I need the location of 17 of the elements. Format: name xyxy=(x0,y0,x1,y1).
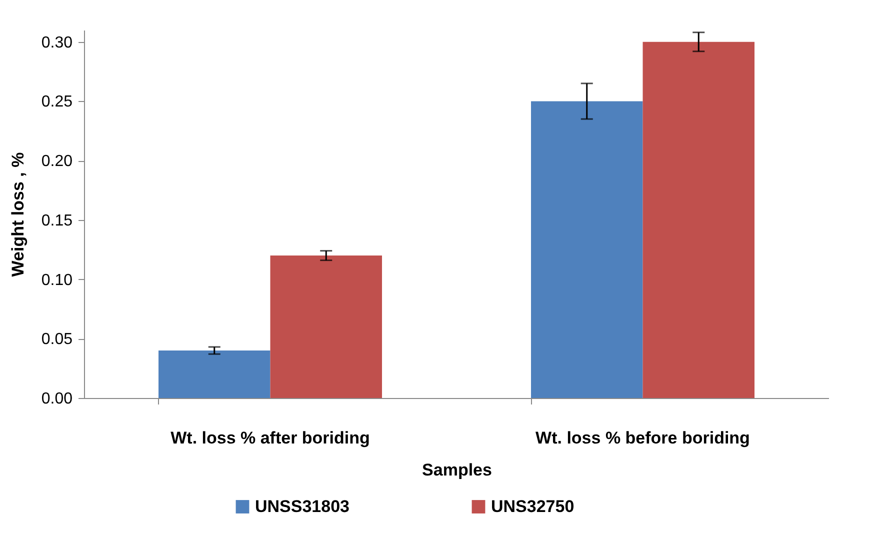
bar xyxy=(642,42,754,398)
legend-label: UNS32750 xyxy=(491,496,574,516)
y-tick-label: 0.00 xyxy=(41,390,73,408)
x-tick-label: Wt. loss % before boriding xyxy=(536,428,750,448)
y-tick-label: 0.05 xyxy=(41,331,73,348)
y-tick-label: 0.30 xyxy=(41,34,73,52)
y-axis-title: Weight loss , % xyxy=(8,152,28,277)
bar xyxy=(531,101,643,398)
y-tick-label: 0.10 xyxy=(41,272,73,289)
y-tick-label: 0.20 xyxy=(41,153,73,170)
legend-label: UNSS31803 xyxy=(255,496,350,516)
y-tick-label: 0.15 xyxy=(41,212,73,230)
bar xyxy=(270,256,382,398)
bar xyxy=(158,350,270,398)
y-tick-label: 0.25 xyxy=(41,94,73,111)
x-tick-label: Wt. loss % after boriding xyxy=(170,428,370,448)
x-axis-title: Samples xyxy=(422,460,492,480)
